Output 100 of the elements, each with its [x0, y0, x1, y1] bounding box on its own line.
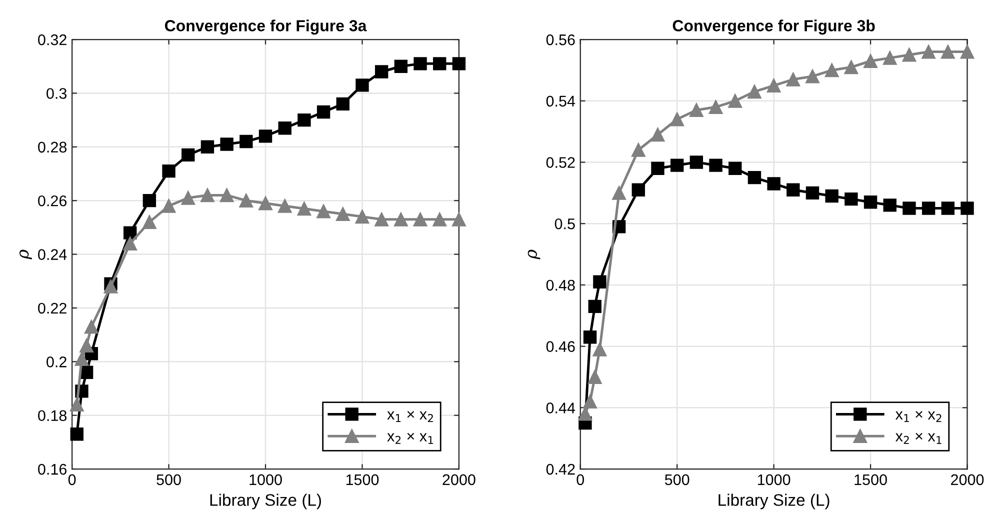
- y-axis-title: ρ: [528, 250, 540, 260]
- x-axis-title: Library Size (L): [210, 494, 321, 510]
- point: [612, 186, 626, 200]
- point: [278, 122, 292, 135]
- x-tick-label: 500: [156, 474, 181, 486]
- y-tick-label: 0.48: [546, 280, 575, 291]
- point: [70, 428, 84, 441]
- y-tick-label: 0.42: [546, 464, 575, 475]
- x-tick-label: 1500: [854, 474, 887, 486]
- point: [578, 406, 592, 421]
- x-tick-label: 500: [664, 474, 690, 486]
- point: [922, 44, 936, 59]
- point: [651, 162, 664, 175]
- point: [394, 212, 408, 226]
- point: [593, 275, 606, 288]
- point: [336, 97, 350, 111]
- y-tick-label: 0.18: [38, 410, 67, 422]
- point: [670, 158, 684, 172]
- point: [239, 194, 254, 208]
- point: [432, 212, 447, 226]
- point: [748, 170, 762, 184]
- point: [960, 202, 974, 215]
- y-tick-label: 0.5: [554, 218, 575, 230]
- point: [941, 202, 955, 215]
- point: [74, 352, 89, 366]
- y-tick-label: 0.28: [38, 142, 67, 153]
- point: [316, 204, 330, 218]
- y-tick-label: 0.32: [38, 34, 66, 46]
- point: [922, 202, 936, 215]
- point: [767, 177, 780, 190]
- y-tick-label: 0.54: [546, 96, 576, 107]
- legend-label: x$_{1}$ × x$_{2}$: [895, 410, 942, 422]
- point: [806, 186, 820, 200]
- x-tick-label: 2000: [951, 474, 984, 486]
- y-tick-label: 0.52: [546, 157, 575, 168]
- legend-label: x$_{2}$ × x$_{1}$: [387, 432, 434, 444]
- point: [413, 212, 428, 226]
- x-tick-label: 1000: [758, 474, 790, 486]
- point: [316, 105, 330, 119]
- point: [766, 78, 781, 92]
- point: [864, 54, 878, 68]
- point: [592, 342, 607, 356]
- point: [902, 48, 916, 62]
- point: [414, 57, 427, 70]
- point: [162, 199, 176, 213]
- point: [336, 207, 350, 221]
- point: [632, 183, 645, 196]
- point: [104, 280, 118, 294]
- point: [355, 210, 370, 224]
- legend-label: x$_{2}$ × x$_{1}$: [895, 432, 942, 444]
- point: [84, 320, 98, 334]
- point: [181, 190, 196, 205]
- point: [374, 65, 388, 78]
- legend-label: x$_{1}$ × x$_{2}$: [387, 410, 433, 422]
- point: [123, 236, 138, 250]
- point: [728, 162, 742, 175]
- point: [258, 196, 272, 210]
- point: [844, 192, 858, 206]
- point: [940, 44, 955, 59]
- x-axis-title: Library Size (L): [718, 494, 830, 510]
- point: [583, 330, 597, 344]
- point: [297, 202, 312, 216]
- y-tick-label: 0.46: [546, 341, 575, 352]
- point: [142, 215, 156, 230]
- y-tick-label: 0.26: [38, 195, 67, 206]
- point: [728, 94, 742, 108]
- point: [356, 78, 369, 92]
- point: [709, 158, 722, 172]
- point: [452, 212, 466, 226]
- chart-title: Convergence for Figure 3b: [672, 20, 875, 35]
- point: [162, 164, 176, 178]
- y-tick-label: 0.2: [46, 356, 66, 368]
- point: [825, 189, 838, 203]
- point: [806, 69, 820, 84]
- point: [70, 398, 84, 412]
- point: [220, 188, 234, 202]
- point: [824, 63, 839, 78]
- point: [258, 130, 272, 143]
- point: [394, 60, 408, 73]
- point: [748, 84, 762, 99]
- point: [80, 338, 94, 352]
- x-tick-label: 0: [576, 474, 584, 486]
- y-axis-title: ρ: [20, 250, 32, 260]
- x-tick-label: 1500: [346, 474, 379, 486]
- point: [588, 370, 602, 384]
- point: [689, 103, 704, 118]
- y-tick-label: 0.3: [46, 88, 67, 99]
- point: [200, 188, 214, 202]
- point: [883, 198, 896, 212]
- point: [902, 202, 916, 215]
- point: [374, 212, 389, 226]
- point: [123, 226, 137, 240]
- point: [864, 196, 878, 209]
- point: [844, 60, 858, 74]
- point: [690, 156, 704, 169]
- y-tick-label: 0.24: [38, 249, 67, 260]
- x-tick-label: 2000: [442, 474, 476, 486]
- point: [708, 100, 723, 114]
- point: [650, 128, 665, 142]
- point: [452, 57, 466, 70]
